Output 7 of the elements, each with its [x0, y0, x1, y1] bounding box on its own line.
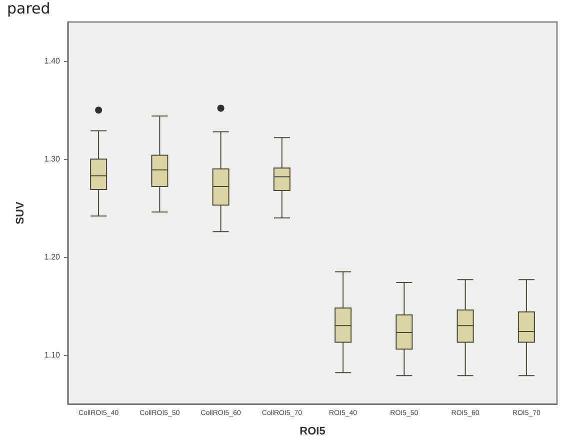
y-axis-title: SUV	[14, 201, 26, 224]
y-tick-label: 1.20	[44, 252, 61, 262]
y-tick-label: 1.40	[44, 56, 61, 66]
chart-title: pared	[7, 0, 50, 18]
y-tick-label: 1.10	[44, 350, 61, 360]
x-axis-title: ROI5	[300, 426, 326, 438]
y-tick-label: 1.30	[44, 154, 61, 164]
